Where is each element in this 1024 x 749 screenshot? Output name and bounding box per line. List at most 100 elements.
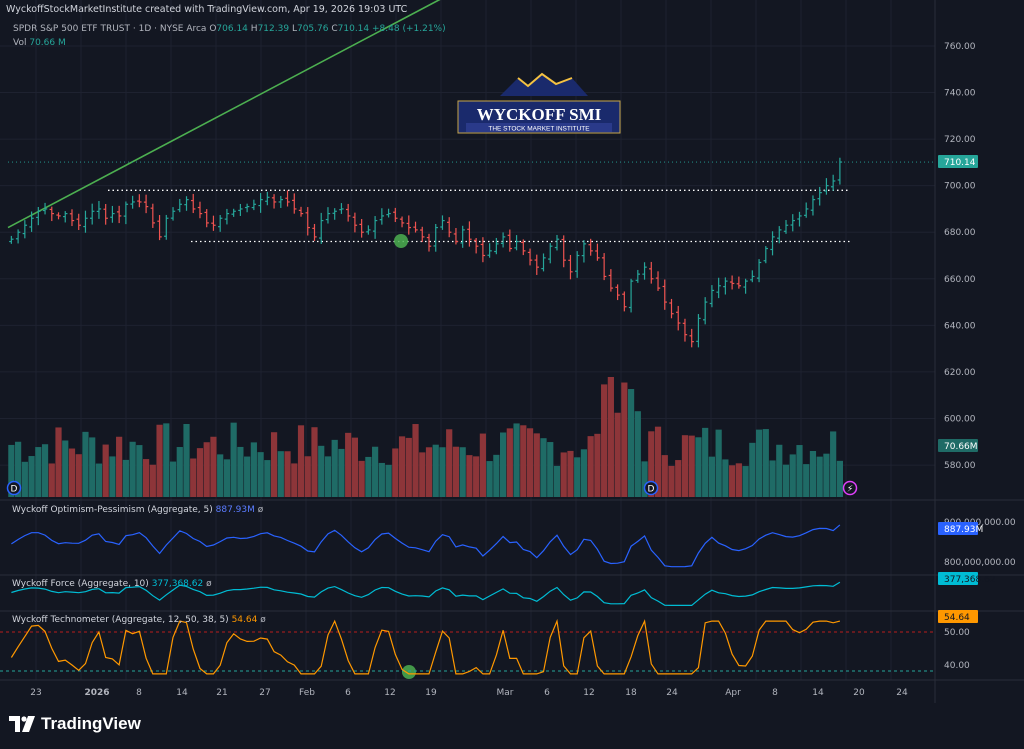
price-bar <box>164 214 169 240</box>
symbol-title[interactable]: SPDR S&P 500 ETF TRUST · 1D · NYSE Arca <box>13 24 207 34</box>
price-bar <box>372 216 378 239</box>
price-bar <box>366 225 371 235</box>
price-bar <box>817 186 822 206</box>
volume-bar <box>803 464 810 497</box>
volume-bar <box>217 454 224 497</box>
volume-bar <box>594 433 601 497</box>
price-bar <box>110 205 115 223</box>
price-bar <box>191 193 196 214</box>
close-value: 710.14 <box>337 24 370 34</box>
volume-bar <box>244 456 251 497</box>
price-bar <box>689 328 694 348</box>
technometer-tag-bg <box>938 610 978 623</box>
price-tick: 600.00 <box>944 415 976 425</box>
dividend-icon-label: D <box>11 485 18 495</box>
volume-bar <box>331 439 338 497</box>
price-bar <box>258 193 263 213</box>
uptrend-line <box>7 0 441 229</box>
tradingview-logo[interactable]: TradingView <box>9 714 141 734</box>
logo-subtitle-band <box>466 123 612 132</box>
price-bar <box>63 211 68 223</box>
price-bar <box>83 210 88 233</box>
time-tick: Feb <box>299 688 315 698</box>
volume-bar <box>493 454 500 497</box>
time-tick: 27 <box>259 688 270 698</box>
volume-bar <box>715 429 722 497</box>
volume-bar <box>668 465 675 497</box>
volume-bar <box>614 412 621 497</box>
op-legend[interactable]: Wyckoff Optimism-Pessimism (Aggregate, 5… <box>12 505 264 515</box>
price-bar <box>568 254 573 280</box>
op-tag-bg <box>938 522 978 535</box>
volume-bar <box>587 436 594 497</box>
price-bar <box>345 203 351 222</box>
volume-bar <box>486 461 493 497</box>
time-tick: 6 <box>345 688 351 698</box>
price-bar <box>460 225 465 248</box>
volume-bar <box>385 464 392 497</box>
volume-bar <box>338 448 345 497</box>
price-tick: 760.00 <box>944 42 976 52</box>
price-bar <box>90 203 95 225</box>
time-tick: 12 <box>583 688 594 698</box>
volume-bar <box>264 460 271 497</box>
price-bar <box>588 238 593 256</box>
price-bar <box>116 205 122 224</box>
time-tick: 19 <box>425 688 437 698</box>
volume-bar <box>35 447 42 497</box>
volume-bar <box>89 437 96 497</box>
time-tick: Apr <box>725 688 741 698</box>
price-bar <box>217 214 223 232</box>
volume-bar <box>68 448 76 497</box>
price-bar <box>204 209 209 228</box>
volume-bar <box>372 446 379 497</box>
volume-bar <box>230 422 237 497</box>
price-bar <box>211 215 216 231</box>
price-bar <box>170 207 176 221</box>
force-legend[interactable]: Wyckoff Force (Aggregate, 10) 377,368.62… <box>12 579 212 589</box>
price-bar <box>29 211 34 232</box>
price-bar <box>447 217 452 238</box>
price-bar <box>271 194 277 209</box>
price-bar <box>554 234 560 251</box>
price-bar <box>453 228 459 245</box>
volume-bar <box>41 444 49 497</box>
price-bar <box>595 243 600 261</box>
volume-bar <box>459 447 466 497</box>
time-tick: 21 <box>216 688 227 698</box>
price-bar <box>655 271 661 291</box>
volume-bar <box>648 431 655 497</box>
time-tick: 20 <box>853 688 865 698</box>
price-bar <box>406 215 411 235</box>
time-tick: 12 <box>384 688 395 698</box>
volume-bar <box>809 450 817 497</box>
price-bar <box>743 278 748 294</box>
price-tick: 740.00 <box>944 89 976 99</box>
volume-bar <box>28 456 35 497</box>
price-bar <box>426 233 432 252</box>
price-bar <box>514 235 519 251</box>
op-tick: 800,000,000.00 <box>944 558 1016 568</box>
price-bar <box>278 195 284 208</box>
price-bar <box>157 215 162 241</box>
price-bar <box>96 200 102 219</box>
volume-bar <box>601 384 608 497</box>
price-bar <box>22 220 28 239</box>
price-bar <box>534 254 539 275</box>
volume-bar <box>15 441 22 497</box>
volume-bar <box>102 444 109 497</box>
time-tick: 14 <box>176 688 188 698</box>
volume-value: 70.66 M <box>29 38 66 48</box>
price-bar <box>521 239 526 256</box>
logo-title: WYCKOFF SMI <box>477 105 602 124</box>
volume-bar <box>163 423 170 497</box>
volume-bar <box>183 423 190 497</box>
volume-bar <box>762 429 769 497</box>
volume-bar <box>742 466 749 497</box>
volume-bar <box>190 458 197 497</box>
price-bar <box>696 314 701 348</box>
technometer-legend[interactable]: Wyckoff Technometer (Aggregate, 12, 50, … <box>12 615 266 625</box>
price-bar <box>298 206 304 217</box>
volume-bar <box>136 445 143 497</box>
